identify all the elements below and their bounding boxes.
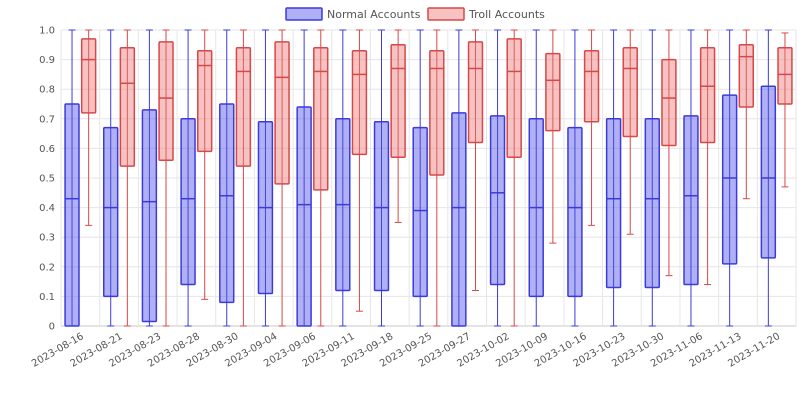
box-troll-2023-09-04[interactable] (274, 29, 290, 327)
box-normal-2023-08-30[interactable] (219, 29, 235, 327)
box-iqr (489, 115, 506, 286)
box-troll-2023-09-25[interactable] (429, 29, 445, 327)
y-tick-label: 0.4 (39, 203, 55, 214)
box-normal-2023-10-02[interactable] (489, 29, 506, 327)
box-iqr (219, 103, 235, 304)
y-tick-label: 0.8 (39, 85, 55, 96)
box-normal-2023-11-13[interactable] (721, 29, 738, 327)
y-tick-label: 0.1 (39, 292, 55, 303)
box-normal-2023-09-18[interactable] (373, 29, 390, 327)
box-iqr (429, 49, 445, 176)
box-normal-2023-08-23[interactable] (141, 29, 158, 327)
box-troll-2023-08-21[interactable] (119, 29, 136, 327)
box-iqr (683, 115, 699, 286)
box-iqr (451, 112, 467, 327)
box-troll-2023-09-11[interactable] (351, 29, 368, 312)
box-iqr (605, 118, 622, 289)
y-tick-label: 0.9 (39, 55, 55, 66)
box-iqr (567, 126, 583, 298)
box-iqr (296, 106, 312, 327)
box-iqr (467, 41, 484, 144)
legend: Normal Accounts Troll Accounts (285, 7, 545, 21)
box-iqr (545, 52, 561, 132)
legend-label-troll-accounts: Troll Accounts (468, 8, 545, 21)
box-iqr (373, 121, 390, 292)
box-iqr (235, 47, 252, 167)
box-normal-2023-11-06[interactable] (683, 29, 699, 327)
box-troll-2023-11-20[interactable] (777, 32, 793, 188)
box-troll-2023-10-02[interactable] (506, 29, 522, 327)
box-troll-2023-10-23[interactable] (622, 29, 638, 235)
box-normal-2023-10-30[interactable] (644, 29, 661, 327)
box-normal-2023-08-21[interactable] (102, 29, 119, 327)
box-iqr (412, 126, 428, 298)
box-normal-2023-09-27[interactable] (451, 29, 467, 327)
y-tick-label: 0.5 (39, 174, 55, 185)
box-iqr (583, 49, 600, 123)
box-troll-2023-08-30[interactable] (235, 29, 252, 327)
box-troll-2023-10-09[interactable] (545, 29, 561, 244)
box-iqr (80, 38, 97, 114)
box-iqr (661, 58, 677, 147)
x-axis: 2023-08-162023-08-212023-08-232023-08-28… (30, 331, 782, 370)
box-normal-2023-11-20[interactable] (760, 29, 777, 327)
box-iqr (721, 94, 738, 265)
box-normal-2023-09-04[interactable] (257, 29, 274, 327)
y-tick-label: 0.3 (39, 233, 55, 244)
box-normal-2023-09-06[interactable] (296, 29, 312, 327)
y-tick-label: 0.7 (39, 114, 55, 125)
series-troll-accounts (80, 29, 793, 327)
y-axis: 0 0.1 0.2 0.3 0.4 0.5 0.6 0.7 0.8 0.9 1.0 (39, 26, 55, 333)
box-iqr (699, 47, 716, 144)
box-normal-2023-08-16[interactable] (64, 29, 80, 327)
y-tick-label: 0.6 (39, 144, 55, 155)
legend-swatch-troll-accounts (427, 7, 465, 21)
box-iqr (141, 109, 158, 323)
box-normal-2023-09-25[interactable] (412, 29, 428, 327)
box-troll-2023-10-16[interactable] (583, 29, 600, 226)
box-iqr (738, 44, 755, 108)
box-troll-2023-09-18[interactable] (390, 29, 406, 223)
box-iqr (119, 47, 136, 167)
box-normal-2023-08-28[interactable] (180, 29, 196, 327)
box-normal-2023-10-16[interactable] (567, 29, 583, 327)
box-series (64, 29, 793, 327)
box-iqr (644, 118, 661, 289)
box-iqr (760, 85, 777, 259)
series-normal-accounts (64, 29, 777, 327)
box-troll-2023-11-06[interactable] (699, 29, 716, 286)
grid (60, 29, 797, 327)
box-normal-2023-09-11[interactable] (335, 29, 351, 327)
box-troll-2023-11-13[interactable] (738, 29, 755, 200)
box-iqr (506, 38, 522, 159)
box-iqr (274, 41, 290, 185)
y-tick-label: 0.2 (39, 262, 55, 273)
y-tick-label: 0 (49, 322, 55, 333)
y-tick-label: 1.0 (39, 26, 55, 37)
box-normal-2023-10-23[interactable] (605, 29, 622, 327)
box-troll-2023-10-30[interactable] (661, 29, 677, 277)
box-troll-2023-08-16[interactable] (80, 29, 97, 226)
box-iqr (158, 41, 174, 161)
box-iqr (102, 126, 119, 298)
box-troll-2023-08-28[interactable] (196, 29, 213, 300)
box-troll-2023-09-27[interactable] (467, 29, 484, 291)
box-iqr (390, 44, 406, 159)
box-iqr (622, 47, 638, 138)
box-normal-2023-10-09[interactable] (528, 29, 544, 327)
box-iqr (351, 49, 368, 156)
box-iqr (777, 47, 793, 105)
box-iqr (180, 118, 196, 286)
box-troll-2023-08-23[interactable] (158, 29, 174, 327)
box-troll-2023-09-06[interactable] (313, 29, 329, 327)
box-iqr (64, 103, 80, 327)
legend-item-troll-accounts[interactable]: Troll Accounts (427, 7, 545, 21)
box-iqr (196, 49, 213, 153)
legend-item-normal-accounts[interactable]: Normal Accounts (285, 7, 421, 21)
legend-swatch-normal-accounts (285, 7, 323, 21)
box-iqr (313, 47, 329, 191)
legend-label-normal-accounts: Normal Accounts (327, 8, 421, 21)
